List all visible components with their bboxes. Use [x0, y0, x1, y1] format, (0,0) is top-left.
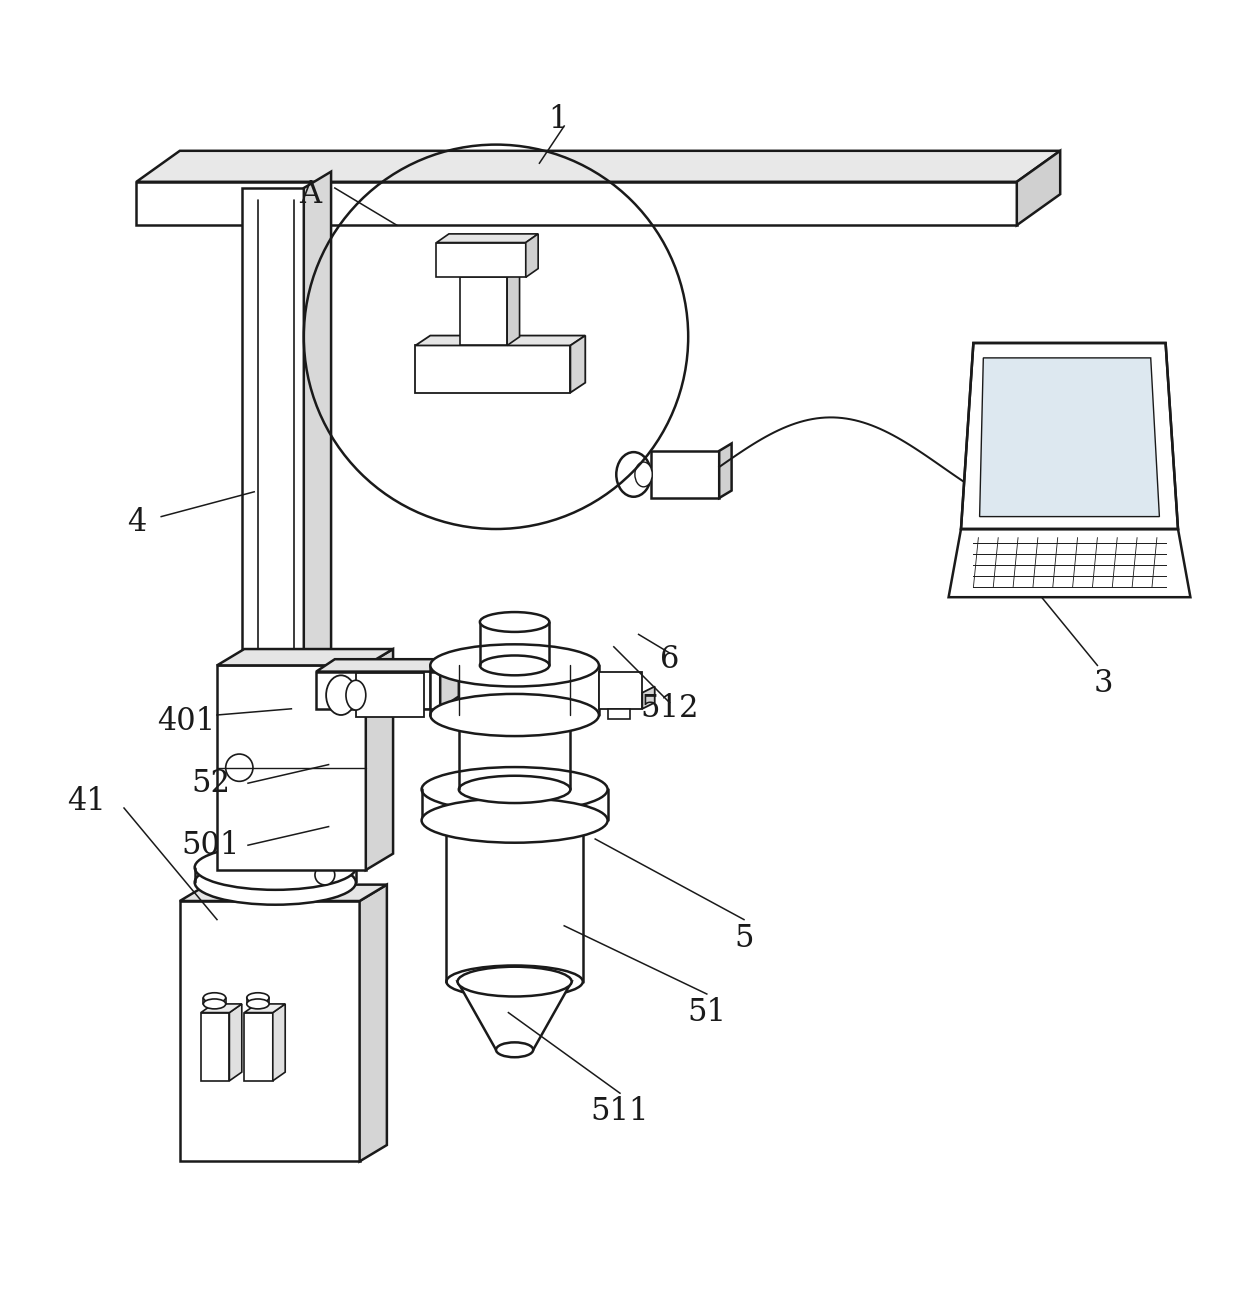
Ellipse shape — [459, 776, 570, 803]
Polygon shape — [242, 188, 304, 1149]
Polygon shape — [719, 444, 732, 498]
Text: 41: 41 — [67, 786, 107, 818]
Polygon shape — [961, 343, 1178, 529]
Ellipse shape — [422, 798, 608, 842]
Text: 4: 4 — [126, 507, 146, 538]
Polygon shape — [1017, 150, 1060, 225]
Ellipse shape — [480, 656, 549, 675]
Polygon shape — [136, 182, 1017, 225]
Ellipse shape — [226, 754, 253, 781]
Polygon shape — [458, 982, 572, 1050]
Text: 511: 511 — [590, 1096, 650, 1127]
Ellipse shape — [496, 1042, 533, 1058]
Ellipse shape — [446, 804, 583, 837]
Polygon shape — [507, 269, 520, 346]
Polygon shape — [436, 243, 526, 277]
Polygon shape — [374, 687, 387, 709]
Ellipse shape — [458, 966, 572, 996]
Text: 6: 6 — [660, 644, 680, 675]
Polygon shape — [136, 150, 1060, 182]
Ellipse shape — [346, 680, 366, 710]
Text: 51: 51 — [687, 996, 727, 1028]
Polygon shape — [304, 171, 331, 1149]
Polygon shape — [599, 671, 642, 709]
Ellipse shape — [430, 693, 599, 737]
Ellipse shape — [315, 865, 335, 885]
Ellipse shape — [203, 993, 226, 1003]
Ellipse shape — [253, 853, 312, 872]
Polygon shape — [201, 1012, 229, 1081]
Ellipse shape — [195, 845, 356, 889]
Bar — [608, 709, 630, 718]
Ellipse shape — [253, 875, 312, 895]
Polygon shape — [244, 1004, 285, 1012]
Polygon shape — [436, 234, 538, 243]
Text: 5: 5 — [734, 923, 754, 953]
Ellipse shape — [247, 993, 269, 1003]
Polygon shape — [387, 671, 430, 709]
Polygon shape — [570, 336, 585, 393]
Text: 3: 3 — [1094, 669, 1114, 700]
Polygon shape — [316, 671, 440, 709]
Polygon shape — [316, 660, 459, 671]
Text: 52: 52 — [191, 768, 231, 799]
Polygon shape — [244, 1012, 273, 1081]
Polygon shape — [217, 665, 366, 870]
Ellipse shape — [446, 965, 583, 998]
Ellipse shape — [616, 452, 651, 496]
Text: A: A — [299, 179, 321, 210]
Ellipse shape — [203, 999, 226, 1008]
Polygon shape — [642, 687, 655, 709]
Ellipse shape — [422, 767, 608, 812]
Polygon shape — [949, 529, 1190, 597]
Polygon shape — [651, 451, 719, 498]
Ellipse shape — [326, 675, 356, 714]
Polygon shape — [415, 346, 570, 393]
Polygon shape — [980, 358, 1159, 517]
Ellipse shape — [459, 701, 570, 729]
Polygon shape — [180, 901, 360, 1161]
Polygon shape — [273, 1004, 285, 1081]
Polygon shape — [366, 649, 393, 870]
Ellipse shape — [195, 861, 356, 905]
Polygon shape — [217, 649, 393, 665]
Polygon shape — [180, 884, 387, 901]
Ellipse shape — [267, 846, 300, 858]
Polygon shape — [440, 660, 459, 709]
Text: 1: 1 — [548, 104, 568, 136]
Polygon shape — [360, 884, 387, 1161]
Ellipse shape — [247, 999, 269, 1008]
Polygon shape — [356, 673, 424, 717]
Polygon shape — [460, 277, 507, 346]
Text: 512: 512 — [640, 693, 699, 725]
Polygon shape — [201, 1004, 242, 1012]
Polygon shape — [242, 1132, 331, 1149]
Ellipse shape — [480, 613, 549, 632]
Text: 401: 401 — [157, 705, 215, 737]
Ellipse shape — [430, 644, 599, 687]
Polygon shape — [415, 336, 585, 346]
Polygon shape — [229, 1004, 242, 1081]
Ellipse shape — [635, 462, 652, 487]
Text: 501: 501 — [181, 829, 241, 861]
Polygon shape — [526, 234, 538, 277]
